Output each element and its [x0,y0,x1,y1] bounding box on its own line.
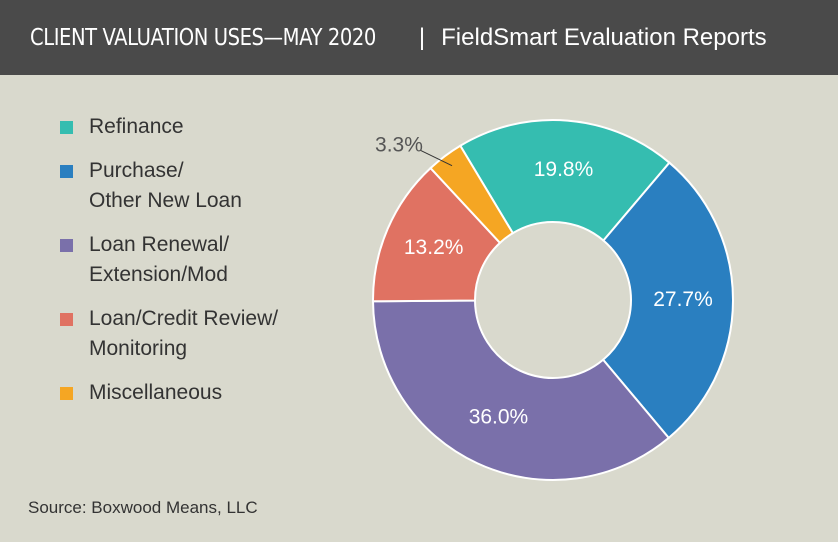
legend-swatch [60,387,73,400]
value-label: 27.7% [653,288,713,311]
separator: | [418,23,426,51]
legend-label: Loan/Credit Review/ Monitoring [89,307,279,360]
legend-swatch [60,165,73,178]
leader-line [420,149,453,167]
legend-item: Loan Renewal/ Extension/Mod [60,230,278,290]
slice [601,161,734,440]
chart-title: CLIENT VALUATION USES—MAY 2020 [30,24,376,51]
legend-swatch [60,121,73,134]
legend-item: Miscellaneous [60,378,278,408]
chart-subtitle: FieldSmart Evaluation Reports [441,23,767,51]
value-label: 19.8% [534,158,594,181]
legend-label: Miscellaneous [89,381,223,404]
slice [458,119,671,242]
legend: Refinance Purchase/ Other New Loan Loan Re… [60,112,278,422]
value-label: 36.0% [469,406,529,429]
legend-item: Purchase/ Other New Loan [60,156,278,216]
value-label: 3.3% [375,133,423,156]
header: CLIENT VALUATION USES—MAY 2020 | FieldSm… [0,0,838,75]
legend-label: Loan Renewal/ Extension/Mod [89,233,230,286]
legend-item: Loan/Credit Review/ Monitoring [60,304,278,364]
legend-swatch [60,313,73,326]
slice [372,166,502,303]
legend-item: Refinance [60,112,278,142]
legend-label: Purchase/ Other New Loan [89,159,242,212]
legend-label: Refinance [89,115,184,138]
source: Source: Boxwood Means, LLC [28,498,258,517]
slice [371,299,671,481]
value-label: 13.2% [404,236,464,259]
legend-swatch [60,239,73,252]
